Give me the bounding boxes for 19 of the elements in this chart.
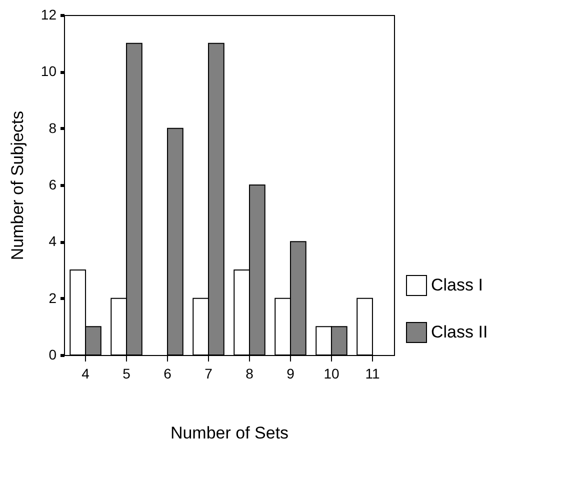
x-tick-label: 4	[82, 366, 90, 382]
y-tick-label: 4	[48, 233, 57, 250]
y-tick-label: 0	[48, 346, 57, 362]
x-tick-label: 10	[324, 366, 340, 382]
legend-label: Class II	[431, 322, 488, 342]
x-tick-label: 6	[164, 366, 172, 382]
x-tick-label: 7	[204, 366, 213, 382]
y-tick-label: 12	[40, 6, 57, 22]
y-axis-title: Number of Subjects	[8, 110, 27, 260]
y-tick-label: 10	[40, 63, 57, 80]
x-axis-title: Number of Sets	[170, 424, 289, 442]
y-tick-label: 2	[48, 290, 57, 306]
y-tick-label: 6	[48, 176, 57, 192]
x-tick-label: 11	[365, 366, 380, 382]
x-tick-label: 8	[246, 366, 254, 382]
y-tick-label: 8	[48, 120, 57, 136]
legend-label: Class I	[431, 276, 483, 294]
x-tick-label: 5	[122, 366, 131, 382]
x-tick-label: 9	[286, 366, 295, 382]
